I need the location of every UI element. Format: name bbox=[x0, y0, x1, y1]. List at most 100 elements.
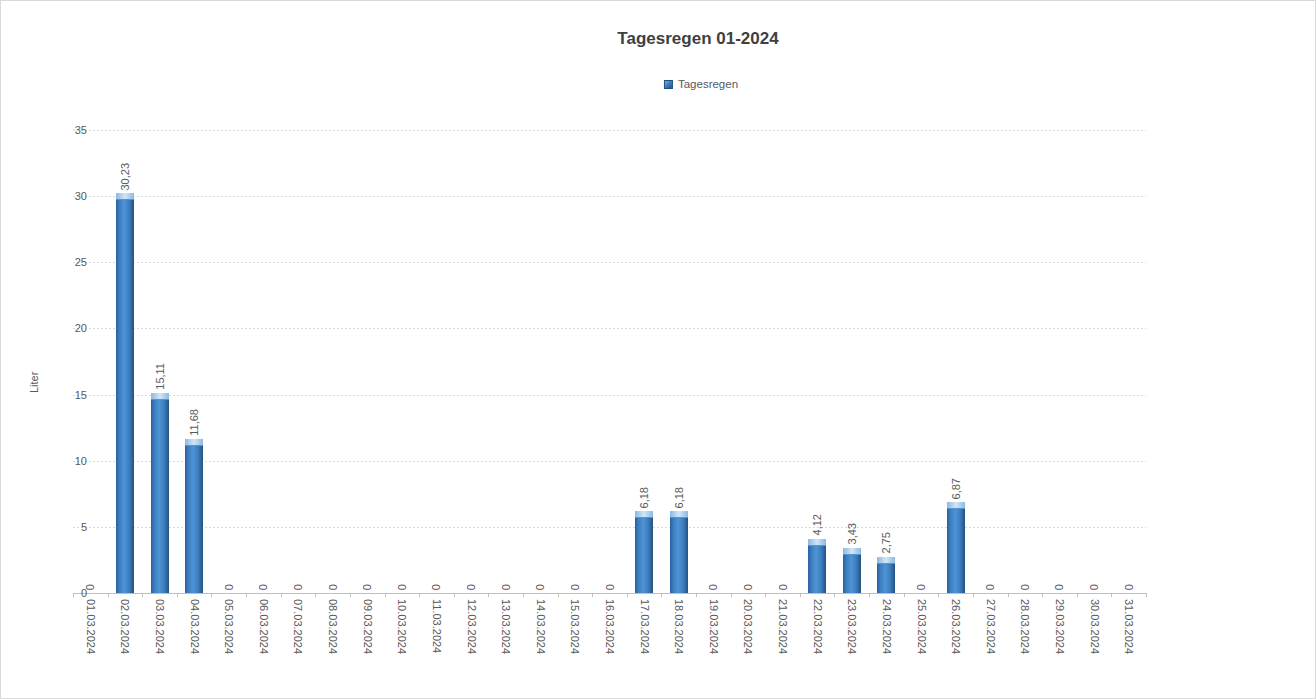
x-axis-tick-mark bbox=[315, 593, 316, 597]
bar-value-label: 0 bbox=[603, 584, 616, 590]
bar-value-label: 0 bbox=[222, 584, 235, 590]
x-axis-tick-mark bbox=[869, 593, 870, 597]
x-axis-label: 11.03.2024 bbox=[430, 599, 443, 653]
x-axis-label: 15.03.2024 bbox=[568, 599, 581, 654]
bar-value-label: 0 bbox=[465, 584, 478, 590]
x-axis-tick-mark bbox=[696, 593, 697, 597]
x-axis-tick-mark bbox=[523, 593, 524, 597]
bar-cap-highlight bbox=[635, 511, 653, 518]
bar-value-label: 6,18 bbox=[672, 487, 685, 508]
bar-value-label: 0 bbox=[361, 584, 374, 590]
legend-label: Tagesregen bbox=[678, 78, 738, 90]
bar-value-label: 0 bbox=[707, 584, 720, 590]
x-axis-label: 09.03.2024 bbox=[361, 599, 374, 654]
x-axis-label: 13.03.2024 bbox=[499, 599, 512, 654]
x-axis-label: 10.03.2024 bbox=[395, 599, 408, 654]
x-axis-tick-mark bbox=[1042, 593, 1043, 597]
legend-marker-icon bbox=[664, 80, 673, 89]
gridline bbox=[73, 130, 1146, 131]
bar-value-label: 0 bbox=[395, 584, 408, 590]
x-axis-tick-mark bbox=[800, 593, 801, 597]
bar-cap-highlight bbox=[877, 557, 895, 564]
x-axis-label: 18.03.2024 bbox=[672, 599, 685, 654]
y-axis-tick-label: 25 bbox=[31, 256, 87, 268]
bar-value-label: 6,18 bbox=[638, 487, 651, 508]
x-axis-label: 19.03.2024 bbox=[707, 599, 720, 654]
bar-value-label: 0 bbox=[326, 584, 339, 590]
x-axis-tick-mark bbox=[904, 593, 905, 597]
bar-cap-highlight bbox=[808, 539, 826, 546]
bar-value-label: 0 bbox=[257, 584, 270, 590]
x-axis-label: 07.03.2024 bbox=[291, 599, 304, 654]
bar-cap-highlight bbox=[670, 511, 688, 518]
x-axis-tick-mark bbox=[1077, 593, 1078, 597]
x-axis-tick-mark bbox=[1008, 593, 1009, 597]
bar-value-label: 15,11 bbox=[153, 363, 166, 390]
x-axis: 01.03.202402.03.202403.03.202404.03.2024… bbox=[73, 593, 1146, 693]
x-axis-label: 29.03.2024 bbox=[1053, 599, 1066, 654]
x-axis-tick-mark bbox=[938, 593, 939, 597]
bar-value-label: 4,12 bbox=[811, 514, 824, 535]
x-axis-tick-mark bbox=[592, 593, 593, 597]
x-axis-label: 31.03.2024 bbox=[1122, 599, 1135, 654]
bar-value-label: 11,68 bbox=[188, 409, 201, 436]
y-axis-tick-label: 35 bbox=[31, 124, 87, 136]
x-axis-tick-mark bbox=[385, 593, 386, 597]
bar bbox=[116, 193, 134, 593]
bar-value-label: 0 bbox=[776, 584, 789, 590]
x-axis-label: 01.03.2024 bbox=[84, 599, 97, 654]
x-axis-label: 08.03.2024 bbox=[326, 599, 339, 654]
x-axis-label: 16.03.2024 bbox=[603, 599, 616, 654]
x-axis-label: 28.03.2024 bbox=[1018, 599, 1031, 654]
legend: Tagesregen bbox=[664, 78, 738, 90]
bar bbox=[185, 439, 203, 594]
x-axis-label: 14.03.2024 bbox=[534, 599, 547, 654]
x-axis-tick-mark bbox=[177, 593, 178, 597]
bar-value-label: 0 bbox=[1018, 584, 1031, 590]
x-axis-tick-mark bbox=[73, 593, 74, 597]
x-axis-label: 05.03.2024 bbox=[222, 599, 235, 654]
gridline bbox=[73, 328, 1146, 329]
x-axis-tick-mark bbox=[488, 593, 489, 597]
x-axis-label: 24.03.2024 bbox=[880, 599, 893, 654]
bar-value-label: 30,23 bbox=[118, 163, 131, 191]
x-axis-tick-mark bbox=[419, 593, 420, 597]
y-axis-tick-label: 15 bbox=[31, 389, 87, 401]
bar-value-label: 0 bbox=[1122, 584, 1135, 590]
x-axis-tick-mark bbox=[211, 593, 212, 597]
x-axis-label: 03.03.2024 bbox=[153, 599, 166, 654]
bar-cap-highlight bbox=[185, 439, 203, 446]
x-axis-label: 20.03.2024 bbox=[741, 599, 754, 654]
bar-value-label: 0 bbox=[1053, 584, 1066, 590]
bar-cap-highlight bbox=[947, 502, 965, 509]
bar-value-label: 0 bbox=[915, 584, 928, 590]
x-axis-tick-mark bbox=[973, 593, 974, 597]
x-axis-tick-mark bbox=[834, 593, 835, 597]
x-axis-tick-mark bbox=[142, 593, 143, 597]
bar-cap-highlight bbox=[151, 393, 169, 400]
y-axis-tick-label: 5 bbox=[31, 521, 87, 533]
bar bbox=[947, 502, 965, 593]
y-axis-tick-label: 30 bbox=[31, 190, 87, 202]
bar-value-label: 0 bbox=[534, 584, 547, 590]
bar-value-label: 0 bbox=[499, 584, 512, 590]
bar-value-label: 0 bbox=[291, 584, 304, 590]
bar-value-label: 0 bbox=[741, 584, 754, 590]
chart: Tagesregen 01-2024 Tagesregen Liter 030,… bbox=[0, 0, 1316, 699]
bar-cap-highlight bbox=[116, 193, 134, 200]
bar-value-label: 0 bbox=[568, 584, 581, 590]
bar-value-label: 0 bbox=[430, 584, 443, 590]
x-axis-label: 17.03.2024 bbox=[638, 599, 651, 654]
y-axis-tick-label: 10 bbox=[31, 455, 87, 467]
x-axis-label: 04.03.2024 bbox=[188, 599, 201, 654]
x-axis-tick-mark bbox=[731, 593, 732, 597]
x-axis-label: 12.03.2024 bbox=[465, 599, 478, 654]
x-axis-label: 21.03.2024 bbox=[776, 599, 789, 654]
bar-value-label: 0 bbox=[984, 584, 997, 590]
x-axis-tick-mark bbox=[627, 593, 628, 597]
x-axis-tick-mark bbox=[661, 593, 662, 597]
bar bbox=[877, 557, 895, 593]
bar-value-label: 6,87 bbox=[949, 478, 962, 499]
x-axis-label: 26.03.2024 bbox=[949, 599, 962, 654]
gridline bbox=[73, 395, 1146, 396]
